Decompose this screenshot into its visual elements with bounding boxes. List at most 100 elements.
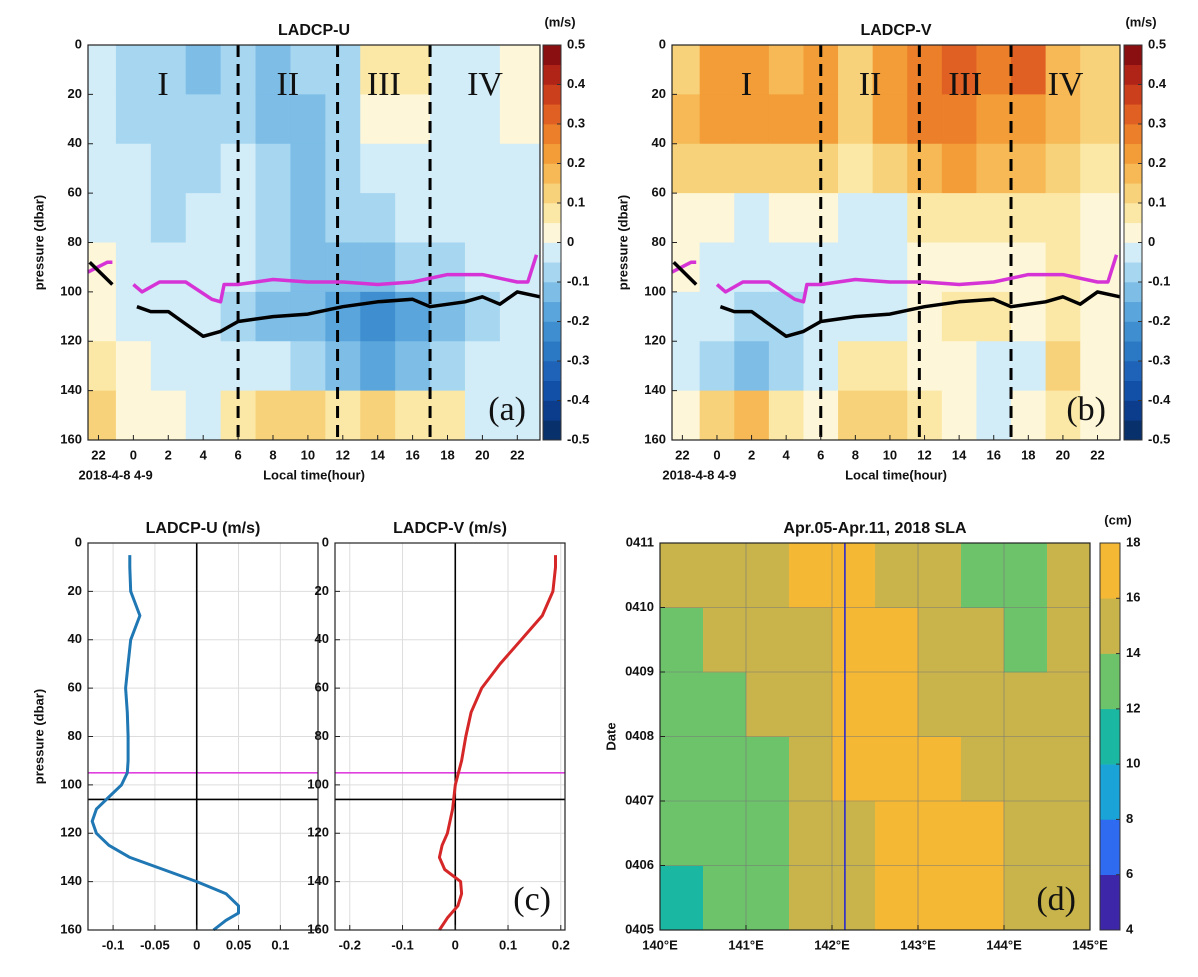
contour-cell: [875, 865, 919, 931]
contour-cell: [1004, 672, 1048, 737]
colorbar-tick-label: -0.4: [1148, 392, 1171, 407]
contour-cell: [1047, 543, 1091, 608]
y-tick-label: 80: [68, 234, 82, 249]
contour-cell: [703, 801, 747, 866]
x-tick-label: -0.1: [102, 937, 124, 952]
contour-cell: [360, 341, 396, 392]
contour-cell: [1045, 143, 1081, 194]
contour-cell: [941, 143, 977, 194]
x-tick-label: 12: [917, 447, 931, 462]
contour-cell: [976, 143, 1012, 194]
contour-cell: [115, 390, 152, 441]
x-axis-label: Local time(hour): [263, 467, 365, 482]
colorbar-tick-label: 12: [1126, 700, 1140, 715]
x-tick-label: 0.2: [552, 937, 570, 952]
contour-cell: [395, 94, 431, 145]
contour-cell: [150, 193, 187, 243]
colorbar-band: [1100, 598, 1120, 654]
colorbar-tick-label: 0: [1148, 234, 1155, 249]
contour-cell: [907, 242, 943, 293]
contour-cell: [150, 143, 187, 194]
contour-cell: [872, 390, 908, 441]
contour-cell: [789, 543, 833, 608]
contour-cell: [703, 672, 747, 737]
colorbar-tick-label: 0: [567, 234, 574, 249]
y-tick-label: 160: [644, 431, 666, 446]
contour-cell: [220, 94, 257, 145]
region-label: IV: [467, 66, 503, 103]
contour-cell: [768, 390, 804, 441]
colorbar-band: [1124, 222, 1142, 243]
contour-cell: [1011, 45, 1047, 95]
colorbar-tick-label: 0.4: [567, 76, 586, 91]
contour-cell: [1004, 736, 1048, 802]
contour-cell: [976, 45, 1012, 95]
x-tick-label: 143°E: [900, 937, 936, 952]
contour-cell: [395, 242, 431, 293]
contour-cell: [875, 736, 919, 802]
y-tick-label: 20: [68, 86, 82, 101]
contour-cell: [255, 143, 291, 194]
contour-cell: [768, 94, 804, 145]
x-tick-label: -0.05: [140, 937, 170, 952]
colorbar-band: [1124, 420, 1142, 441]
colorbar-tick-label: 10: [1126, 756, 1140, 771]
contour-cell: [115, 45, 152, 95]
contour-cell: [734, 45, 770, 95]
contour-cell: [838, 45, 874, 95]
contour-cell: [699, 242, 735, 293]
region-label: I: [741, 66, 752, 103]
contour-cell: [872, 193, 908, 243]
colorbar-band: [543, 222, 561, 243]
contour-cell: [838, 341, 874, 392]
contour-cell: [430, 390, 466, 441]
colorbar-band: [543, 64, 561, 85]
contour-cell: [220, 341, 257, 392]
date-label: 4-9: [718, 467, 737, 482]
contour-cell: [703, 736, 747, 802]
series-line: [88, 261, 541, 339]
y-axis-label: Date: [603, 722, 618, 750]
x-tick-label: 0: [713, 447, 720, 462]
region-label: III: [948, 66, 982, 103]
colorbar-tick-label: 14: [1126, 645, 1141, 660]
y-tick-label: 20: [68, 583, 82, 598]
contour-cell: [255, 94, 291, 145]
colorbar-tick-label: 0.5: [1148, 36, 1166, 51]
contour-cell: [290, 291, 326, 342]
y-tick-label: 60: [68, 185, 82, 200]
colorbar-band: [543, 282, 561, 303]
contour-cell: [115, 291, 152, 342]
contour-cell: [1045, 94, 1081, 145]
contour-cell: [360, 45, 396, 95]
contour-cell: [1080, 390, 1121, 441]
contour-cell: [115, 143, 152, 194]
colorbar-band: [543, 380, 561, 401]
date-label: 2018-4-8: [78, 467, 130, 482]
contour-cell: [1047, 607, 1091, 673]
contour-cell: [88, 390, 117, 441]
contour-cell: [907, 341, 943, 392]
contour-cell: [976, 242, 1012, 293]
contour-cell: [875, 672, 919, 737]
contour-cell: [290, 242, 326, 293]
colorbar-tick-label: 16: [1126, 590, 1140, 605]
colorbar-band: [543, 163, 561, 184]
contour-cell: [734, 94, 770, 145]
contour-cell: [255, 193, 291, 243]
y-tick-label: 100: [60, 283, 82, 298]
x-tick-label: 0: [130, 447, 137, 462]
colorbar-tick-label: 6: [1126, 866, 1133, 881]
contour-cell: [907, 390, 943, 441]
colorbar-tick-label: 0.3: [567, 115, 585, 130]
contour-cell: [325, 94, 361, 145]
contour-cell: [961, 801, 1005, 866]
contour-cell: [430, 193, 466, 243]
contour-cell: [464, 242, 501, 293]
colorbar-band: [1124, 321, 1142, 342]
contour-cell: [768, 45, 804, 95]
colorbar-tick-label: 0.3: [1148, 115, 1166, 130]
contour-cell: [464, 143, 501, 194]
contour-cell: [1045, 242, 1081, 293]
colorbar-band: [1100, 764, 1120, 820]
